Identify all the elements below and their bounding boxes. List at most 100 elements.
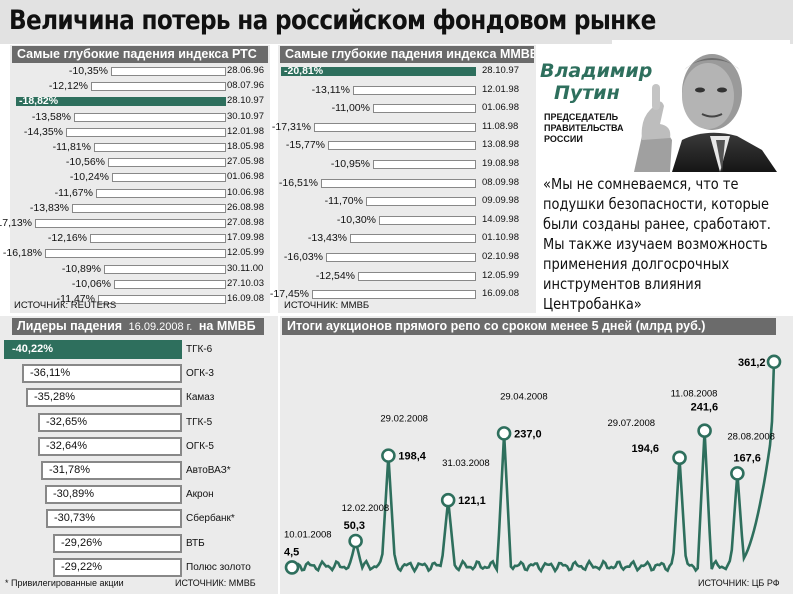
- leaders-name: ОГК-3: [186, 368, 214, 380]
- micex-row: -11,00% 01.06.98: [278, 102, 536, 115]
- rts-bar: [114, 279, 226, 289]
- rts-row: -10,56% 27.05.98: [10, 156, 270, 169]
- rts-header: Самые глубокие падения индекса РТС: [12, 46, 268, 63]
- leaders-header-date: 16.09.2008 г.: [128, 321, 193, 333]
- leaders-row: -29,22% Полюс золото: [0, 557, 278, 578]
- micex-date: 12.05.99: [482, 269, 519, 281]
- leaders-value: -35,28%: [34, 391, 75, 404]
- repo-point: [730, 466, 745, 481]
- rts-bar: [108, 158, 226, 168]
- repo-date-label: 29.07.2008: [608, 418, 656, 429]
- rts-value: -10,89%: [61, 262, 101, 275]
- rts-date: 12.01.98: [227, 125, 264, 137]
- micex-row: -13,43% 01.10.98: [278, 232, 536, 245]
- rts-value: -12,12%: [48, 80, 88, 93]
- person-first-name: Владимир: [540, 60, 653, 82]
- rts-row: -13,58% 30.10.97: [10, 110, 270, 124]
- rts-bar: [90, 234, 226, 244]
- micex-value: -10,30%: [336, 213, 376, 226]
- micex-bar: [373, 160, 476, 169]
- micex-date: 01.06.98: [482, 102, 519, 114]
- micex-value: -10,95%: [330, 158, 370, 170]
- rts-row: -12,16% 17.09.98: [10, 232, 270, 245]
- rts-row: -11,81% 18.05.98: [10, 141, 270, 154]
- leaders-value: -31,78%: [49, 464, 90, 476]
- leaders-header: Лидеры падения 16.09.2008 г. на ММВБ: [12, 318, 264, 335]
- micex-row: -10,95% 19.08.98: [278, 158, 536, 171]
- repo-point: [697, 423, 712, 439]
- repo-point: [348, 533, 363, 549]
- repo-date-label: 28.08.2008: [727, 431, 775, 442]
- rts-row: -14,35% 12.01.98: [10, 125, 270, 139]
- rts-date: 27.10.03: [227, 277, 264, 289]
- repo-value-label: 50,3: [344, 520, 365, 532]
- rts-value: -13,83%: [29, 201, 69, 214]
- repo-source: ИСТОЧНИК: ЦБ РФ: [698, 578, 780, 588]
- micex-bar: [321, 178, 476, 188]
- repo-value-label: 4,5: [284, 546, 299, 558]
- leaders-value: -30,73%: [54, 512, 95, 525]
- leaders-header-label: Лидеры падения: [17, 319, 123, 333]
- rts-row: -11,47% 16.09.08: [10, 293, 270, 306]
- micex-row: -12,54% 12.05.99: [278, 269, 536, 283]
- rts-value: -11,47%: [56, 293, 95, 305]
- rts-row: -18,82% 28.10.97: [10, 95, 270, 108]
- micex-date: 02.10.98: [482, 251, 519, 262]
- rts-bar: [35, 219, 226, 228]
- rts-value: -13,58%: [31, 110, 71, 123]
- rts-date: 01.06.98: [227, 171, 264, 183]
- leaders-bar: [53, 533, 182, 553]
- repo-point: [284, 560, 300, 575]
- leaders-bar: [38, 412, 182, 432]
- micex-date: 08.09.98: [482, 176, 519, 188]
- repo-value-label: 241,6: [691, 402, 719, 414]
- rts-date: 26.08.98: [227, 201, 264, 213]
- repo-point: [496, 426, 512, 441]
- repo-chart: 10.01.2008 4,5 12.02.2008 50,3 29.02.2008 198…: [284, 338, 782, 575]
- rts-bar: [112, 173, 226, 183]
- rts-bar: [16, 97, 226, 107]
- leaders-header-suffix: на ММВБ: [198, 319, 256, 333]
- leaders-name: Акрон: [186, 489, 214, 501]
- repo-date-label: 29.04.2008: [500, 391, 548, 402]
- micex-date: 09.09.98: [482, 195, 519, 207]
- micex-row: -20,81% 28.10.97: [278, 65, 536, 78]
- rts-date: 30.11.00: [227, 262, 264, 274]
- rts-bar: [104, 264, 226, 274]
- rts-rows: -10,35% 28.06.96 -12,12% 08.07.96 -18,82% 28.…: [0, 65, 270, 306]
- micex-bar: [373, 104, 476, 114]
- leaders-row: -30,73% Сбербанк*: [0, 509, 278, 529]
- leaders-value: -32,64%: [46, 439, 87, 452]
- micex-bar: [366, 197, 476, 207]
- leaders-bar: [46, 509, 182, 529]
- rts-value: -11,67%: [54, 186, 93, 199]
- leaders-bar: [38, 436, 182, 456]
- repo-date-label: 29.02.2008: [380, 414, 428, 425]
- repo-value-label: 121,1: [458, 495, 486, 507]
- micex-row: -17,31% 11.08.98: [272, 121, 536, 134]
- repo-date-label: 11.08.2008: [671, 389, 718, 400]
- micex-date: 16.09.08: [482, 288, 519, 300]
- rts-date: 28.06.96: [227, 65, 264, 76]
- rts-date: 12.05.99: [227, 247, 264, 259]
- rts-value: -10,35%: [68, 65, 108, 77]
- leaders-bar: [53, 557, 182, 577]
- rts-bar: [94, 143, 226, 152]
- repo-point: [381, 448, 396, 463]
- micex-row: -17,45% 16.09.08: [270, 288, 536, 301]
- micex-row: -16,03% 02.10.98: [278, 251, 536, 264]
- micex-value: -16,03%: [283, 251, 323, 263]
- rts-value: -12,16%: [47, 232, 87, 245]
- leaders-bar: [4, 340, 182, 359]
- micex-row: -16,51% 08.09.98: [278, 176, 536, 190]
- leaders-name: ОГК-5: [186, 440, 214, 452]
- repo-value-label: 194,6: [632, 443, 660, 455]
- rts-value: -10,24%: [69, 171, 109, 184]
- rts-date: 28.10.97: [227, 95, 264, 107]
- micex-bar: [314, 122, 476, 132]
- rts-date: 10.06.98: [227, 186, 264, 198]
- rts-date: 30.10.97: [227, 110, 264, 122]
- micex-date: 19.08.98: [482, 158, 519, 169]
- title-bar: [0, 0, 793, 44]
- micex-row: -13,11% 12.01.98: [278, 84, 536, 97]
